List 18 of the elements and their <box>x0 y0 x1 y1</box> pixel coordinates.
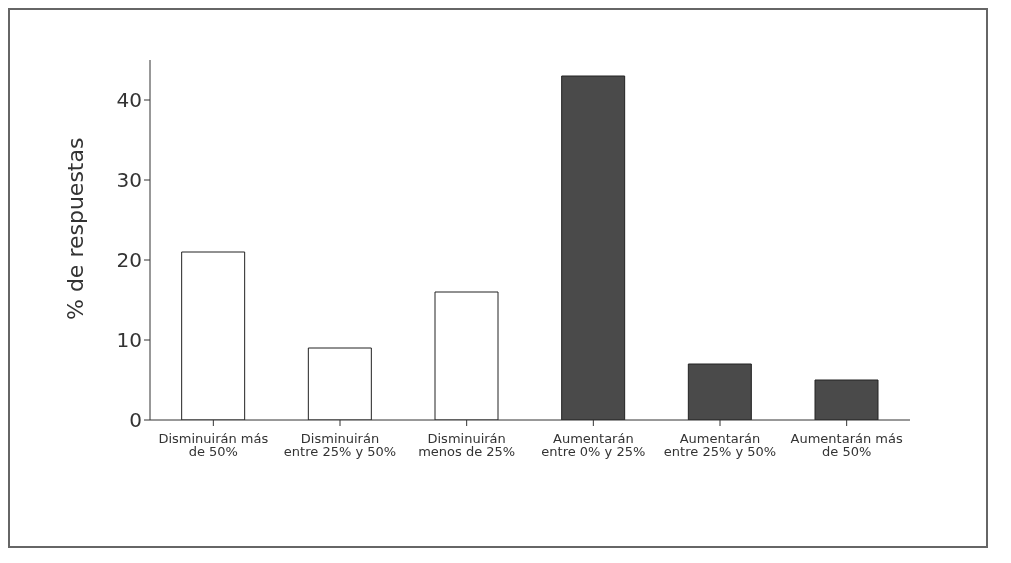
y-tick-label: 10 <box>116 328 142 353</box>
bar <box>814 379 879 420</box>
y-tick-label: 20 <box>116 248 142 273</box>
bar <box>434 291 499 420</box>
y-tick-label: 0 <box>129 408 142 433</box>
x-tick-label: Disminuirán menos de 25% <box>418 431 516 460</box>
bar <box>307 347 372 420</box>
x-tick-label: Disminuirán más de 50% <box>158 431 269 460</box>
bar <box>561 75 626 420</box>
x-tick-label: Aumentarán más de 50% <box>790 431 903 460</box>
y-tick-label: 40 <box>116 88 142 113</box>
x-tick-label: Disminuirán entre 25% y 50% <box>283 431 397 460</box>
y-axis-title: % de respuestas <box>62 137 88 320</box>
bar <box>687 363 752 420</box>
bar <box>181 251 246 420</box>
x-tick-label: Aumentarán entre 0% y 25% <box>541 431 646 460</box>
y-tick-label: 30 <box>116 168 142 193</box>
x-tick-label: Aumentarán entre 25% y 50% <box>663 431 777 460</box>
